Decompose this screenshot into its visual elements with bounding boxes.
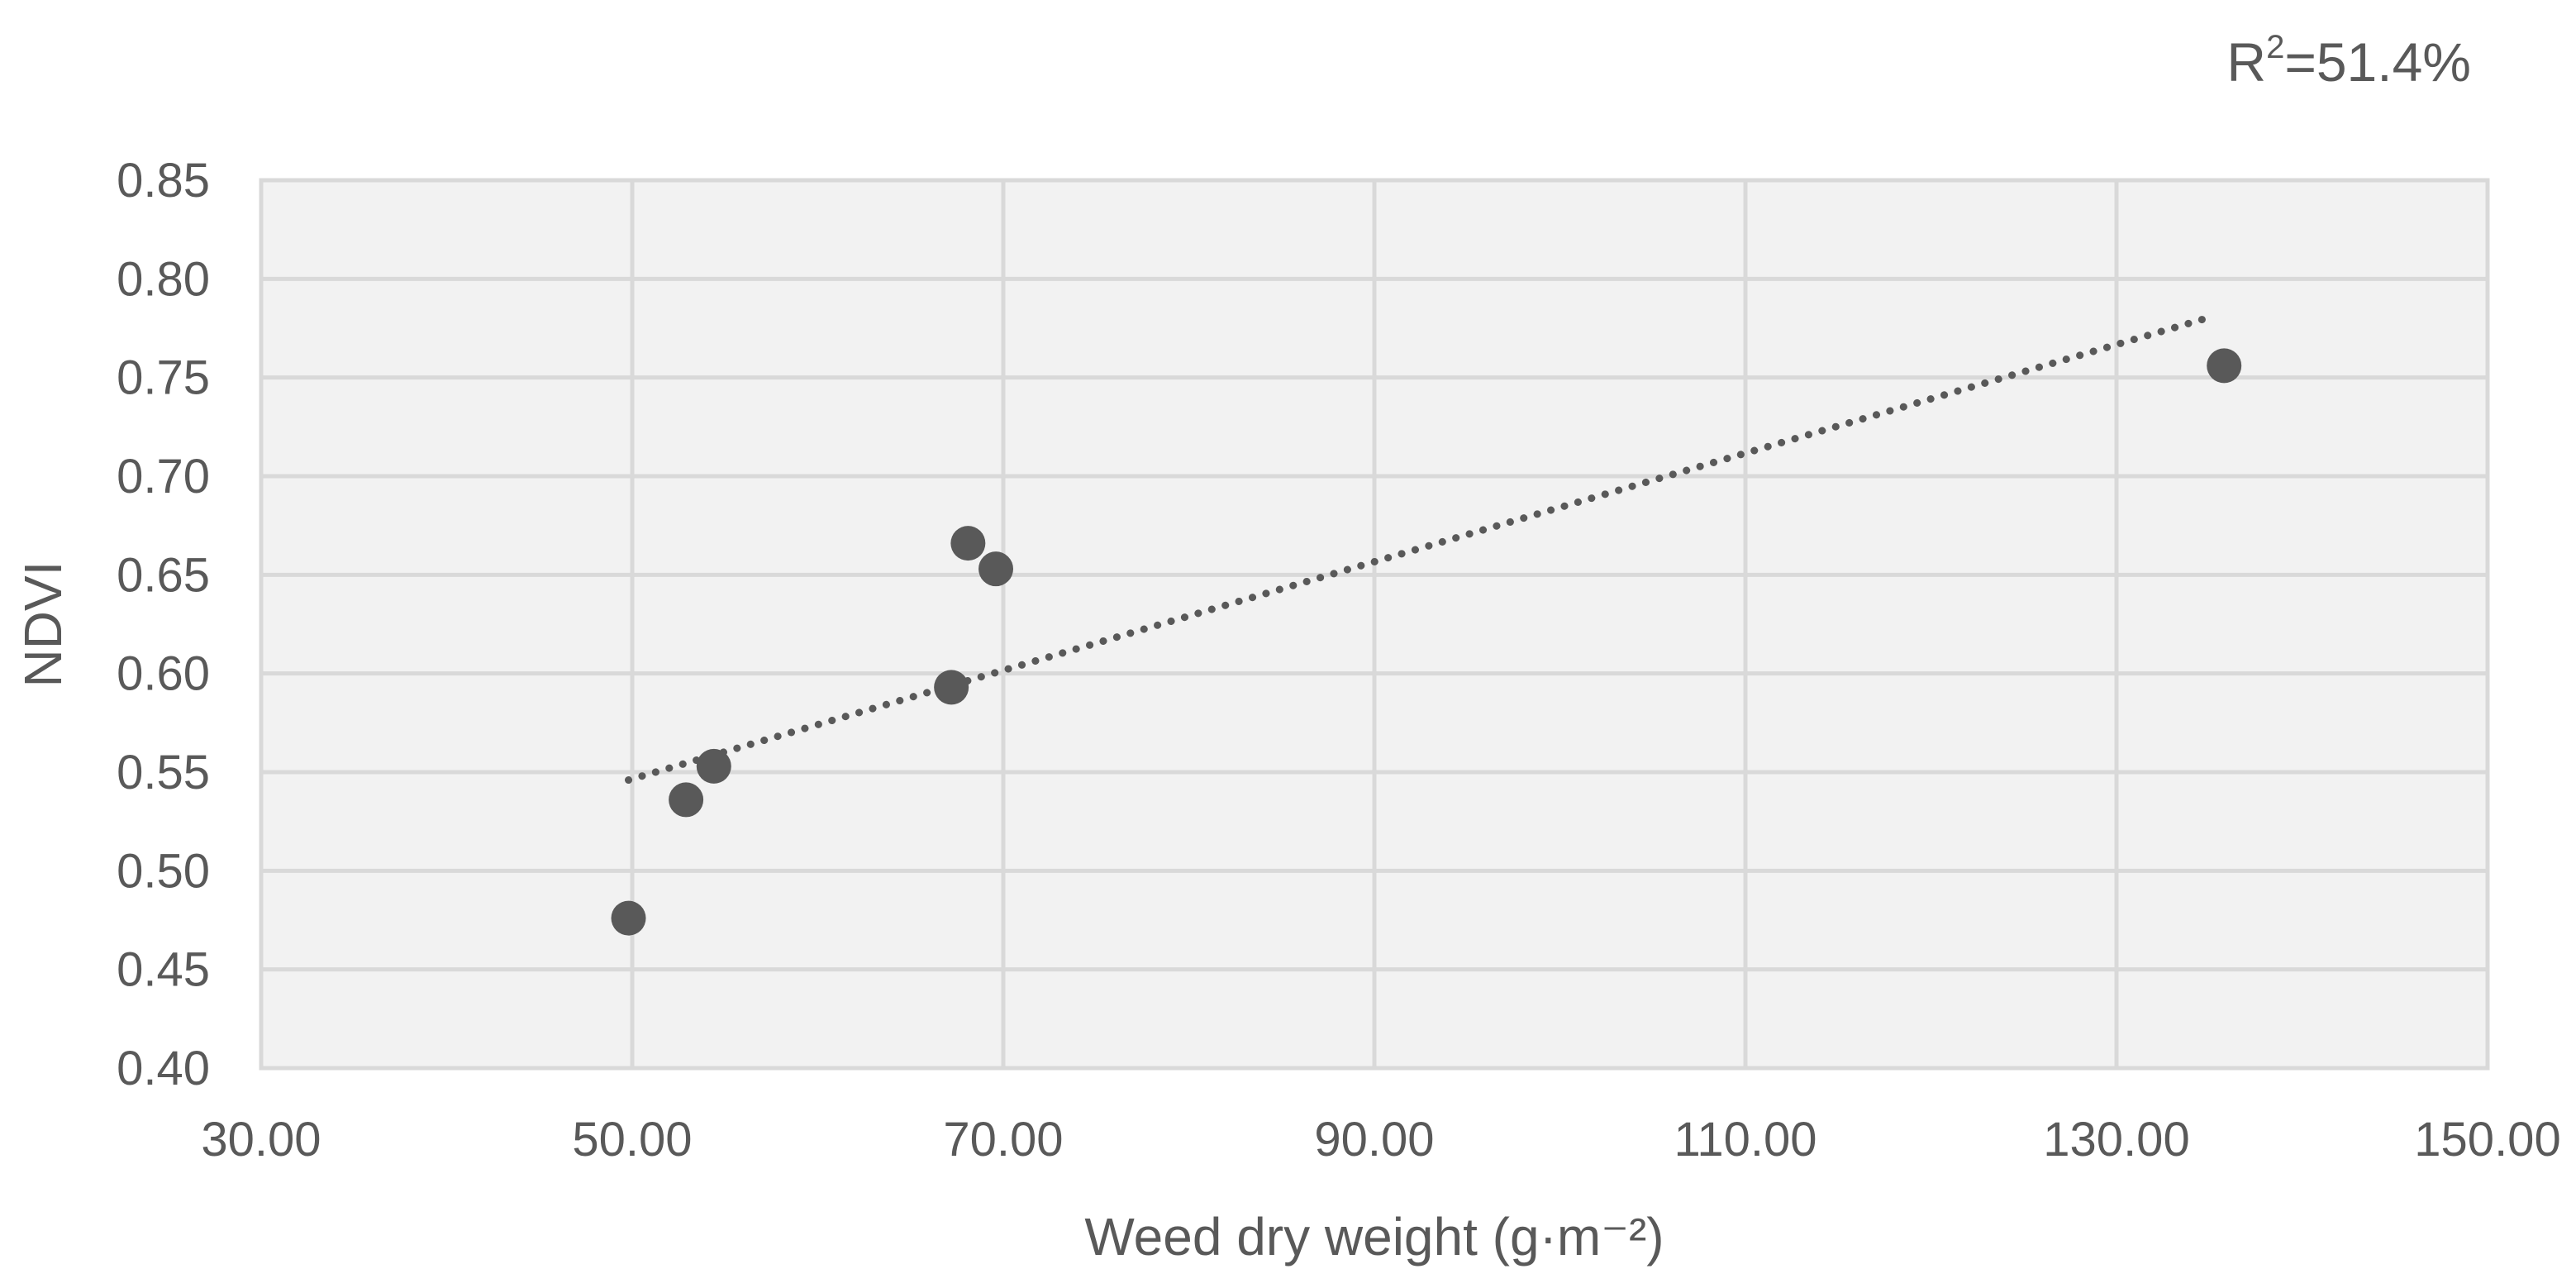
y-tick-label: 0.40 (117, 1042, 210, 1095)
data-point (2207, 348, 2242, 384)
x-tick-label: 50.00 (572, 1113, 692, 1166)
y-tick-labels: 0.40 0.45 0.50 0.55 0.60 0.65 0.70 0.75 0.80 0.85 (117, 154, 210, 1095)
y-tick-label: 0.50 (117, 844, 210, 898)
x-axis-title: Weed dry weight (g·m⁻²) (1084, 1207, 1664, 1267)
x-tick-label: 150.00 (2414, 1113, 2560, 1166)
data-point (978, 551, 1014, 587)
y-tick-label: 0.60 (117, 647, 210, 701)
r-squared-superscript: 2 (2266, 29, 2284, 65)
x-tick-label: 70.00 (943, 1113, 1063, 1166)
data-point (669, 782, 704, 818)
y-tick-label: 0.55 (117, 746, 210, 799)
y-tick-label: 0.85 (117, 154, 210, 208)
y-axis-title: NDVI (13, 561, 73, 688)
x-tick-label: 130.00 (2043, 1113, 2189, 1166)
x-tick-labels: 30.00 50.00 70.00 90.00 110.00 130.00 150.00 (201, 1113, 2560, 1166)
x-tick-label: 90.00 (1314, 1113, 1434, 1166)
y-tick-label: 0.75 (117, 351, 210, 405)
data-points (611, 348, 2242, 936)
y-tick-label: 0.70 (117, 450, 210, 503)
r-squared-base: R (2226, 31, 2266, 93)
data-point (611, 900, 646, 936)
r-squared-annotation: R2=51.4% (2226, 29, 2471, 93)
y-tick-label: 0.45 (117, 943, 210, 997)
plot-border (259, 178, 2490, 1071)
data-point (696, 748, 731, 784)
y-tick-label: 0.80 (117, 252, 210, 306)
x-tick-label: 110.00 (1674, 1113, 1817, 1166)
x-tick-label: 30.00 (201, 1113, 321, 1166)
data-point (950, 526, 986, 561)
r-squared-value: =51.4% (2284, 31, 2471, 93)
data-point (934, 670, 969, 705)
y-tick-label: 0.65 (117, 548, 210, 602)
